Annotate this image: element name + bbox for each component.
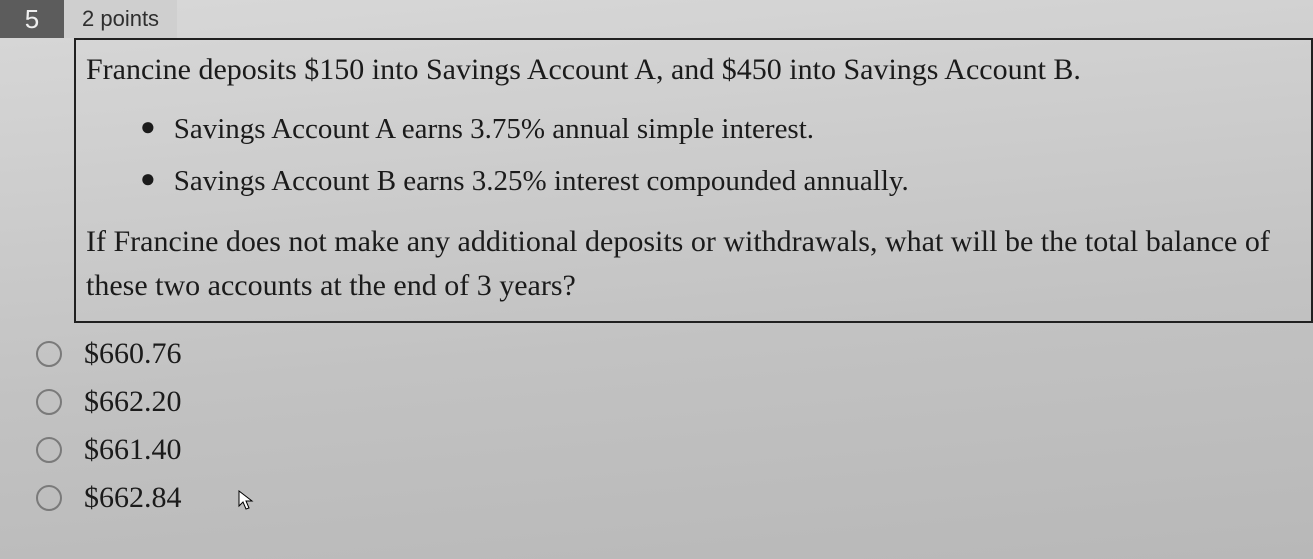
bullet-list: ● Savings Account A earns 3.75% annual s… <box>140 107 1297 205</box>
radio-icon[interactable] <box>36 485 62 511</box>
option-label: $662.84 <box>84 481 182 515</box>
option-label: $661.40 <box>84 433 182 467</box>
bullet-dot-icon: ● <box>140 159 156 199</box>
question-lead: Francine deposits $150 into Savings Acco… <box>86 50 1297 91</box>
answer-options: $660.76 $662.20 $661.40 $662.84 <box>36 337 1313 515</box>
question-body: Francine deposits $150 into Savings Acco… <box>74 38 1313 323</box>
radio-icon[interactable] <box>36 341 62 367</box>
bullet-text: Savings Account B earns 3.25% interest c… <box>174 159 909 204</box>
question-number: 5 <box>25 4 39 35</box>
bullet-dot-icon: ● <box>140 107 156 147</box>
bullet-text: Savings Account A earns 3.75% annual sim… <box>174 107 814 152</box>
list-item: ● Savings Account A earns 3.75% annual s… <box>140 107 1297 152</box>
question-header: 5 2 points <box>0 0 1313 38</box>
radio-icon[interactable] <box>36 437 62 463</box>
option-a[interactable]: $660.76 <box>36 337 1313 371</box>
quiz-page: 5 2 points Francine deposits $150 into S… <box>0 0 1313 559</box>
option-c[interactable]: $661.40 <box>36 433 1313 467</box>
option-d[interactable]: $662.84 <box>36 481 1313 515</box>
question-followup: If Francine does not make any additional… <box>86 220 1297 307</box>
radio-icon[interactable] <box>36 389 62 415</box>
option-b[interactable]: $662.20 <box>36 385 1313 419</box>
points-label: 2 points <box>82 6 159 32</box>
option-label: $662.20 <box>84 385 182 419</box>
question-number-badge: 5 <box>0 0 64 38</box>
list-item: ● Savings Account B earns 3.25% interest… <box>140 159 1297 204</box>
points-badge: 2 points <box>64 0 177 38</box>
option-label: $660.76 <box>84 337 182 371</box>
